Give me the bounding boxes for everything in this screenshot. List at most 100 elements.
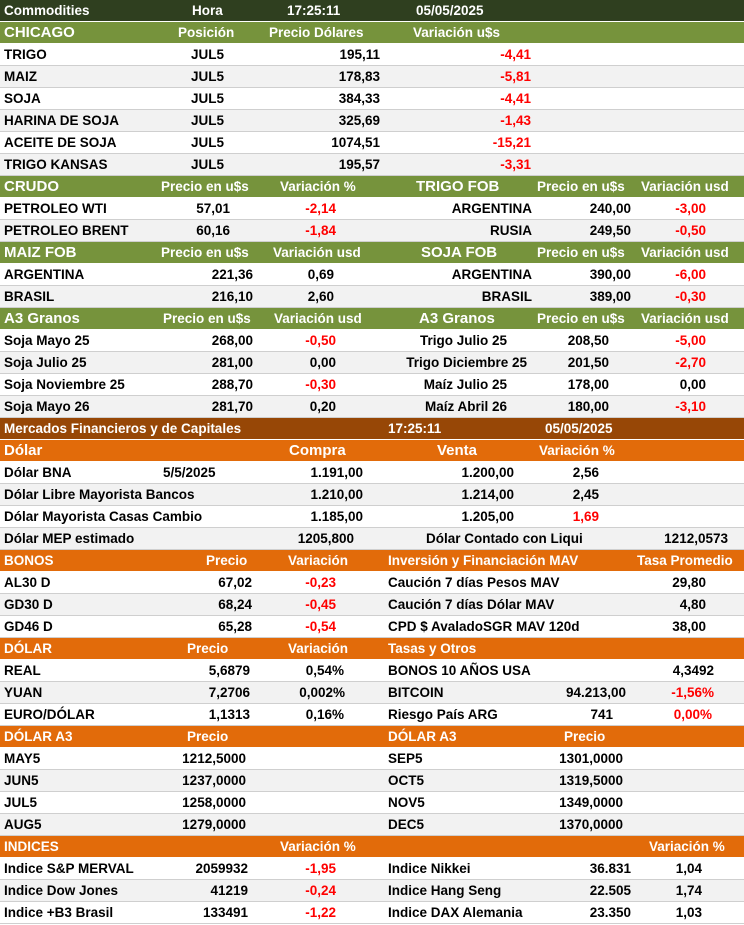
section-title: Dólar <box>4 442 43 459</box>
dolar-fx-tasas-header: DÓLAR Precio Variación Tasas y Otros <box>0 638 744 660</box>
rate-name: Riesgo País ARG <box>388 707 498 722</box>
price: 221,36 <box>211 267 253 282</box>
column-header: Variación usd <box>641 179 729 194</box>
variation: -3,00 <box>675 201 706 216</box>
position: JUL5 <box>191 157 225 172</box>
contract-name: Soja Mayo 26 <box>4 399 90 414</box>
commodity-name: TRIGO KANSAS <box>4 157 108 172</box>
mercados-header: Mercados Financieros y de Capitales 17:2… <box>0 418 744 440</box>
price: 1370,0000 <box>559 817 623 832</box>
column-header: Precio <box>564 729 606 744</box>
fob-origin: ARGENTINA <box>451 267 532 282</box>
price: 5,6879 <box>208 663 250 678</box>
section-title: CRUDO <box>4 178 59 195</box>
table-row: Soja Mayo 26 281,70 0,20 Maíz Abril 26 1… <box>0 396 744 418</box>
table-row: Soja Mayo 25 268,00 -0,50 Trigo Julio 25… <box>0 330 744 352</box>
variation: 2,60 <box>307 289 334 304</box>
index-name: Indice S&P MERVAL <box>4 861 134 876</box>
price: 1,1313 <box>208 707 250 722</box>
table-row: MAIZ JUL5 178,83 -5,81 <box>0 66 744 88</box>
fob-origin: ARGENTINA <box>451 201 532 216</box>
sell-price: 1.214,00 <box>461 487 514 502</box>
buy-price: 1.191,00 <box>310 465 363 480</box>
price: 281,70 <box>211 399 253 414</box>
commodity-name: TRIGO <box>4 47 47 62</box>
price: 389,00 <box>589 289 631 304</box>
report-title: Commodities <box>4 3 90 18</box>
variation: 1,04 <box>675 861 702 876</box>
table-row: Soja Noviembre 25 288,70 -0,30 Maíz Juli… <box>0 374 744 396</box>
currency-name: REAL <box>4 663 41 678</box>
currency-name: EURO/DÓLAR <box>4 707 95 722</box>
variation: -4,41 <box>500 47 531 62</box>
column-header: Variación usd <box>641 245 729 260</box>
ccl-value: 1212,0573 <box>664 531 728 546</box>
price: 216,10 <box>211 289 253 304</box>
variation: 1,03 <box>675 905 702 920</box>
variation: -0,45 <box>305 597 336 612</box>
variation: 0,16% <box>305 707 344 722</box>
contract-name: Soja Noviembre 25 <box>4 377 125 392</box>
variation: 2,45 <box>572 487 599 502</box>
price: 201,50 <box>567 355 609 370</box>
table-row: EURO/DÓLAR 1,1313 0,16% Riesgo País ARG … <box>0 704 744 726</box>
variation: -0,54 <box>305 619 336 634</box>
contract-month: SEP5 <box>388 751 423 766</box>
table-row: BRASIL 216,10 2,60 BRASIL 389,00 -0,30 <box>0 286 744 308</box>
contract-name: Soja Julio 25 <box>4 355 87 370</box>
variation: -5,00 <box>675 333 706 348</box>
price: 208,50 <box>567 333 609 348</box>
buy-price: 1.210,00 <box>310 487 363 502</box>
price: 7,2706 <box>208 685 250 700</box>
bond-name: GD30 D <box>4 597 53 612</box>
position: JUL5 <box>191 135 225 150</box>
indices-header: INDICES Variación % Variación % <box>0 836 744 858</box>
variation: -1,56% <box>671 685 714 700</box>
dolar-type: Dólar Contado con Liqui <box>426 531 583 546</box>
column-header: Precio <box>187 729 229 744</box>
rate: 38,00 <box>672 619 706 634</box>
table-row: PETROLEO BRENT 60,16 -1,84 RUSIA 249,50 … <box>0 220 744 242</box>
variation: 0,00% <box>673 707 712 722</box>
variation: -0,30 <box>305 377 336 392</box>
dolar-type: Dólar BNA <box>4 465 72 480</box>
section-title: Mercados Financieros y de Capitales <box>4 421 242 436</box>
rate-name: BONOS 10 AÑOS USA <box>388 663 531 678</box>
column-header: Tasa Promedio <box>637 553 733 568</box>
variation: 0,54% <box>305 663 344 678</box>
column-header: Precio en u$s <box>161 245 249 260</box>
price: 1301,0000 <box>559 751 623 766</box>
index-value: 36.831 <box>589 861 631 876</box>
bond-name: GD46 D <box>4 619 53 634</box>
rate: 29,80 <box>672 575 706 590</box>
section-title: SOJA FOB <box>421 244 498 261</box>
chicago-header: CHICAGO Posición Precio Dólares Variació… <box>0 22 744 44</box>
section-title: BONOS <box>4 553 54 568</box>
variation: -1,95 <box>305 861 336 876</box>
position: JUL5 <box>191 69 225 84</box>
variation: -0,24 <box>305 883 336 898</box>
table-row: AUG5 1279,0000 DEC5 1370,0000 <box>0 814 744 836</box>
contract-month: OCT5 <box>388 773 425 788</box>
riesgo-value: 741 <box>590 707 613 722</box>
column-header: Variación % <box>539 443 615 458</box>
variation: -1,22 <box>305 905 336 920</box>
contract-month: JUN5 <box>4 773 39 788</box>
rate-value: 4,3492 <box>672 663 714 678</box>
commodity-name: MAIZ <box>4 69 37 84</box>
fob-origin: BRASIL <box>481 289 532 304</box>
report-header: Commodities Hora 17:25:11 05/05/2025 <box>0 0 744 22</box>
buy-price: 1.185,00 <box>310 509 363 524</box>
column-header: Variación % <box>649 839 725 854</box>
contract-name: Trigo Julio 25 <box>419 333 507 348</box>
column-header: Precio <box>206 553 248 568</box>
dolar-type: Dólar Mayorista Casas Cambio <box>4 509 203 524</box>
column-header: Precio Dólares <box>269 25 364 40</box>
dolar-type: Dólar MEP estimado <box>4 531 135 546</box>
table-row: GD46 D 65,28 -0,54 CPD $ AvaladoSGR MAV … <box>0 616 744 638</box>
crudo-name: PETROLEO WTI <box>4 201 107 216</box>
index-name: Indice Dow Jones <box>4 883 119 898</box>
index-value: 22.505 <box>589 883 631 898</box>
position: JUL5 <box>191 47 225 62</box>
